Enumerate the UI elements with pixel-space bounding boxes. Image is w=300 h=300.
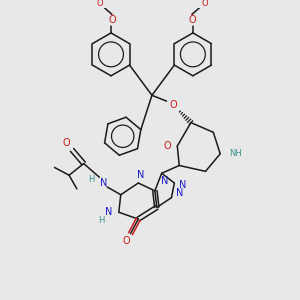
Text: N: N bbox=[176, 188, 183, 198]
Text: O: O bbox=[62, 138, 70, 148]
Text: NH: NH bbox=[230, 149, 242, 158]
Text: N: N bbox=[136, 170, 144, 180]
Text: H: H bbox=[88, 175, 95, 184]
Text: O: O bbox=[169, 100, 177, 110]
Text: O: O bbox=[96, 0, 103, 8]
Text: N: N bbox=[179, 180, 187, 190]
Text: O: O bbox=[164, 141, 171, 151]
Text: N: N bbox=[161, 176, 168, 186]
Text: O: O bbox=[188, 15, 196, 25]
Text: N: N bbox=[100, 178, 107, 188]
Text: O: O bbox=[108, 15, 116, 25]
Text: O: O bbox=[123, 236, 130, 245]
Text: H: H bbox=[98, 216, 104, 225]
Text: O: O bbox=[201, 0, 208, 8]
Text: N: N bbox=[105, 207, 113, 217]
